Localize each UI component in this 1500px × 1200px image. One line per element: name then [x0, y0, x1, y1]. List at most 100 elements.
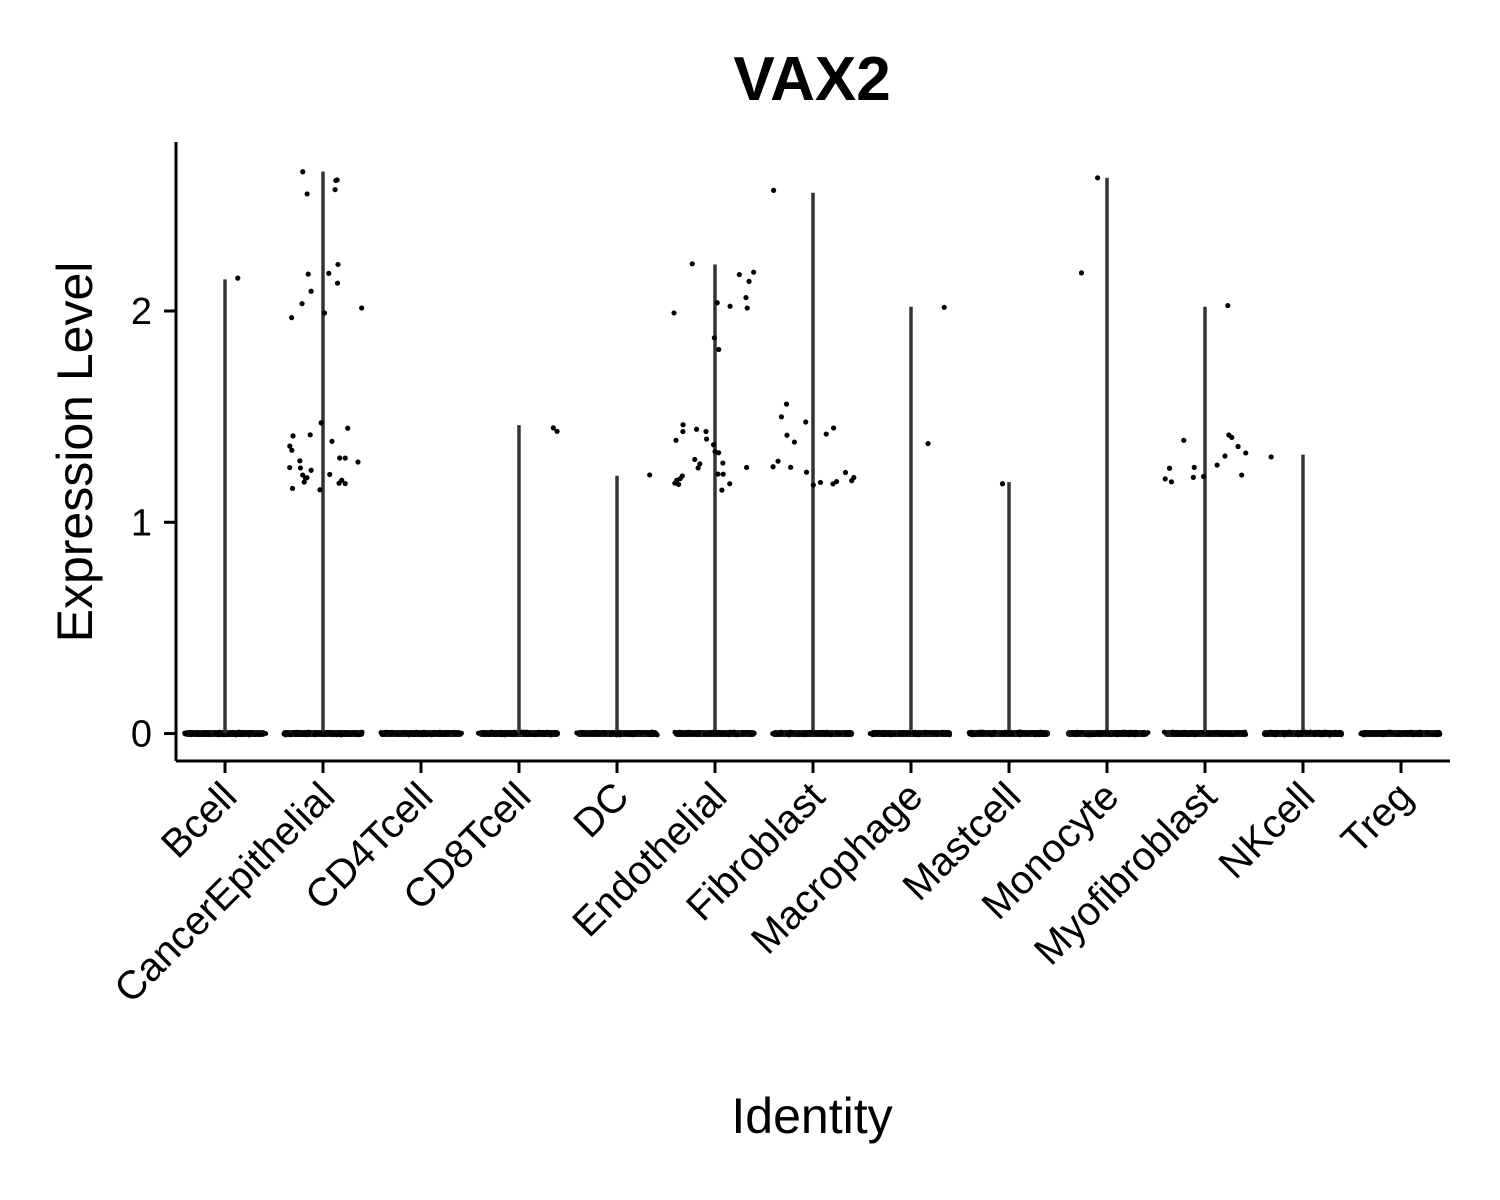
data-point — [736, 271, 742, 278]
data-point-zero — [934, 730, 940, 736]
data-point-zero — [796, 731, 802, 736]
data-point-zero — [690, 731, 696, 737]
data-point-zero — [1363, 731, 1369, 736]
data-point-zero — [1417, 729, 1423, 735]
data-point — [308, 288, 314, 294]
data-point-zero — [263, 731, 269, 736]
data-point-zero — [778, 731, 784, 737]
data-point-zero — [423, 732, 429, 738]
y-tick-label: 2 — [131, 291, 152, 333]
data-point-zero — [674, 731, 680, 737]
data-point — [289, 315, 295, 321]
data-point-zero — [879, 730, 885, 736]
data-point — [337, 455, 343, 461]
data-point-zero — [818, 731, 823, 737]
data-point-zero — [306, 729, 312, 735]
data-point-zero — [593, 729, 598, 735]
data-point-zero — [888, 732, 894, 738]
data-point-zero — [1434, 732, 1439, 738]
data-point-zero — [923, 730, 928, 736]
data-point — [743, 464, 750, 471]
data-point — [327, 471, 333, 478]
data-point-zero — [1382, 731, 1388, 737]
data-point — [287, 464, 293, 471]
data-point-zero — [354, 731, 360, 737]
data-point — [333, 177, 339, 184]
y-axis-ticks: 0 1 2 — [131, 291, 176, 756]
data-point-zero — [1003, 730, 1009, 736]
violins-layer — [183, 171, 1443, 738]
data-point-zero — [1274, 729, 1280, 735]
data-point — [326, 270, 332, 276]
data-point — [235, 275, 241, 281]
data-point-zero — [800, 731, 806, 737]
data-point-zero — [283, 730, 289, 735]
data-point-zero — [625, 731, 631, 736]
data-point — [1225, 302, 1231, 309]
data-point-zero — [990, 731, 996, 737]
data-point — [1229, 434, 1235, 440]
data-point — [297, 465, 303, 471]
data-point — [783, 401, 790, 407]
data-point — [300, 169, 306, 175]
y-axis-title: Expression Level — [47, 262, 103, 643]
data-point — [342, 480, 348, 487]
data-point — [715, 471, 721, 477]
data-point — [554, 428, 560, 434]
data-point-zero — [439, 732, 445, 738]
data-point — [720, 460, 726, 466]
data-point-zero — [788, 729, 793, 735]
data-point-zero — [337, 731, 342, 737]
data-point — [1190, 474, 1196, 480]
data-point — [711, 335, 717, 341]
data-point-zero — [200, 732, 206, 737]
data-point-zero — [218, 732, 224, 737]
data-point-zero — [349, 731, 355, 736]
data-point — [317, 487, 323, 493]
data-point-zero — [747, 730, 753, 736]
data-point — [791, 439, 798, 445]
data-point-zero — [1172, 731, 1178, 737]
data-point-zero — [708, 731, 714, 737]
data-point — [941, 304, 947, 310]
data-point-zero — [579, 730, 585, 735]
data-point-zero — [287, 732, 293, 738]
data-point — [1200, 473, 1207, 480]
data-point — [693, 426, 700, 432]
data-point-zero — [1042, 732, 1048, 738]
data-point-zero — [538, 730, 544, 736]
data-point-zero — [1114, 732, 1120, 738]
x-tick-label-Bcell: Bcell — [153, 774, 245, 866]
data-point-zero — [602, 730, 608, 736]
data-point — [647, 472, 653, 478]
data-point-zero — [829, 731, 834, 737]
data-point — [803, 419, 809, 425]
data-point-zero — [475, 730, 481, 736]
data-point — [842, 469, 849, 476]
data-point — [332, 186, 338, 193]
data-point — [1168, 479, 1175, 485]
data-point-zero — [1213, 730, 1219, 736]
data-point-zero — [574, 730, 580, 736]
x-tick-label-NKcell: NKcell — [1211, 774, 1324, 887]
data-point-zero — [256, 731, 261, 737]
data-point-zero — [522, 730, 528, 736]
data-point-zero — [1234, 730, 1240, 736]
data-point-zero — [327, 731, 333, 737]
data-point — [751, 269, 757, 275]
data-point — [788, 464, 794, 470]
y-tick-label: 1 — [131, 502, 152, 544]
data-point-zero — [975, 730, 981, 736]
data-point-zero — [1262, 732, 1268, 738]
data-point-zero — [1145, 730, 1151, 735]
data-point-zero — [1338, 732, 1344, 738]
data-point — [744, 305, 750, 311]
data-point — [1166, 465, 1173, 471]
data-point — [1243, 450, 1249, 456]
data-point — [703, 436, 710, 442]
data-point — [302, 475, 309, 481]
data-point-zero — [1413, 732, 1418, 737]
data-point — [692, 456, 698, 463]
data-point-zero — [1373, 730, 1379, 736]
